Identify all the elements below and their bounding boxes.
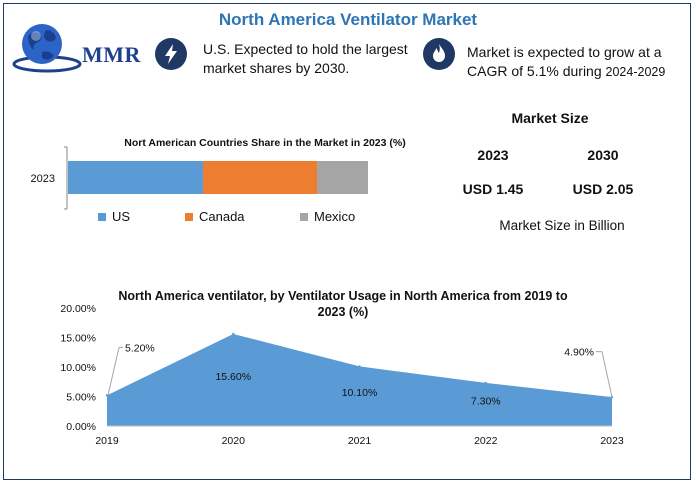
legend-swatch-mexico: [300, 213, 308, 221]
logo-text: MMR: [82, 42, 141, 67]
y-tick-label: 10.00%: [60, 362, 96, 374]
data-label-leader: [107, 347, 120, 396]
legend-swatch-us: [98, 213, 106, 221]
country-share-chart: Nort American Countries Share in the Mar…: [31, 137, 406, 224]
market-size-year-2023: 2023: [477, 147, 509, 163]
y-tick-label: 20.00%: [60, 303, 96, 315]
legend-label-mexico: Mexico: [314, 209, 355, 224]
globe-icon: [12, 24, 82, 73]
ventilator-usage-chart: North America ventilator, by Ventilator …: [60, 289, 624, 447]
area-point: [358, 365, 361, 368]
area-point: [105, 394, 109, 397]
data-label-leader: [601, 351, 613, 398]
legend-label-canada: Canada: [199, 209, 245, 224]
info-us-share: U.S. Expected to hold the largest market…: [203, 40, 408, 78]
data-label: 5.20%: [125, 342, 155, 354]
bar-segment-mexico: [317, 161, 368, 194]
y-tick-label: 0.00%: [66, 421, 96, 433]
y-tick-label: 15.00%: [60, 333, 96, 345]
data-label: 15.60%: [215, 371, 251, 383]
area-chart-title-line1: North America ventilator, by Ventilator …: [118, 289, 568, 303]
info-us-share-line1: U.S. Expected to hold the largest: [203, 41, 408, 57]
bar-chart-title: Nort American Countries Share in the Mar…: [124, 137, 405, 149]
flame-icon: [423, 38, 455, 70]
area-point: [232, 332, 235, 336]
legend-label-us: US: [112, 209, 130, 224]
x-tick-label: 2019: [95, 435, 119, 447]
area-point: [484, 381, 487, 385]
area-series: [107, 333, 612, 426]
page-title: North America Ventilator Market: [218, 10, 478, 29]
data-label: 10.10%: [342, 387, 378, 399]
x-tick-label: 2022: [474, 435, 498, 447]
x-tick-label: 2021: [348, 435, 372, 447]
legend-swatch-canada: [185, 213, 193, 221]
lightning-bolt-icon: [155, 38, 187, 70]
x-tick-label: 2023: [600, 435, 624, 447]
bar-chart-category-label: 2023: [31, 173, 55, 185]
market-size-value-2023: USD 1.45: [462, 181, 524, 197]
x-tick-label: 2020: [222, 435, 246, 447]
market-size-title: Market Size: [511, 110, 589, 126]
y-tick-label: 5.00%: [66, 392, 96, 404]
info-cagr-period: 2024-2029: [605, 65, 666, 79]
info-cagr-line1: Market is expected to grow at a: [467, 44, 662, 60]
market-size-value-2030: USD 2.05: [572, 181, 634, 197]
area-chart-title-line2: 2023 (%): [318, 305, 369, 319]
info-cagr-line2: CAGR of 5.1% during: [467, 63, 606, 79]
market-size-year-2030: 2030: [587, 147, 619, 163]
data-label: 7.30%: [471, 395, 501, 407]
logo: MMR: [12, 20, 142, 76]
info-cagr: Market is expected to grow at a CAGR of …: [467, 43, 665, 82]
frame-border: [3, 3, 691, 480]
bar-segment-us: [68, 161, 203, 194]
info-us-share-line2: market shares by 2030.: [203, 60, 350, 76]
market-size-note: Market Size in Billion: [499, 218, 625, 233]
data-label: 4.90%: [564, 347, 594, 359]
bar-segment-canada: [203, 161, 317, 194]
